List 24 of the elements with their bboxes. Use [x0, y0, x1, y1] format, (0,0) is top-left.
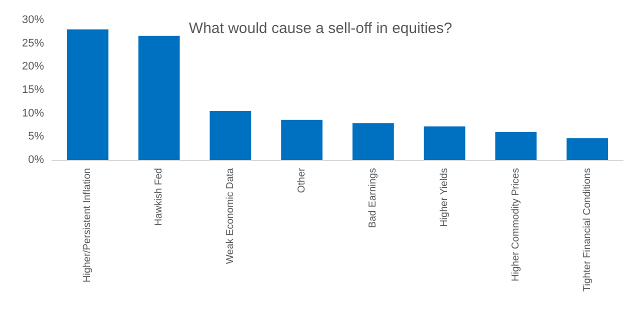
x-tick-label: Hawkish Fed: [154, 168, 165, 226]
x-tick-label: Higher Commodity Prices: [510, 168, 522, 282]
bar: [495, 132, 537, 160]
x-tick-label: Weak Economic Data: [224, 168, 236, 264]
y-tick-label: 25%: [22, 37, 44, 50]
y-tick-label: 15%: [22, 84, 44, 96]
y-tick-label: 5%: [28, 130, 44, 143]
bar: [210, 111, 252, 160]
x-tick-label: Other: [296, 167, 308, 194]
x-tick-label: Higher/Persistent Inflation: [82, 168, 94, 283]
bar: [138, 36, 180, 160]
bar: [566, 138, 608, 160]
y-tick-label: 30%: [22, 14, 44, 26]
y-tick-label: 20%: [22, 60, 44, 73]
bar: [352, 123, 394, 160]
bar: [281, 120, 323, 160]
bar: [66, 29, 108, 160]
x-tick-label: Higher Yields: [439, 168, 450, 227]
bar: [424, 126, 466, 160]
y-tick-label: 10%: [22, 107, 44, 120]
x-tick-label: Bad Earnings: [368, 168, 379, 228]
y-tick-label: 0%: [28, 154, 44, 166]
chart-title: What would cause a sell-off in equities?: [188, 20, 452, 37]
x-tick-label: Tighter Financial Conditions: [582, 168, 593, 292]
